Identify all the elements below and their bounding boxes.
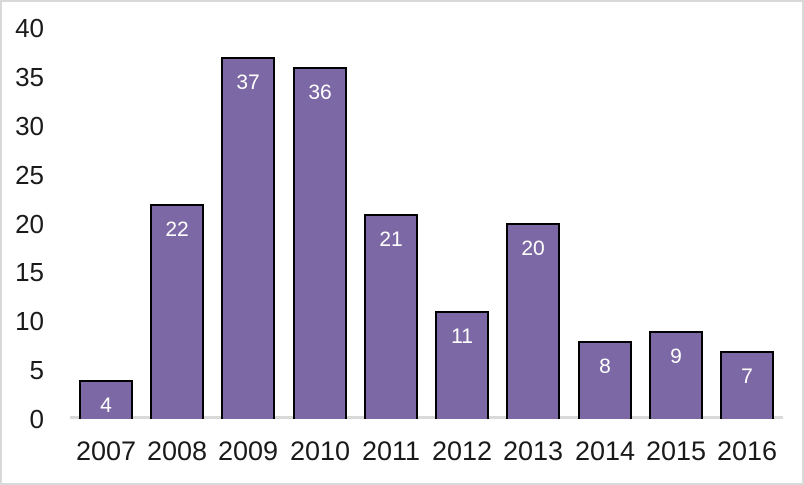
x-tick-label-2009: 2009 [217,436,279,466]
bar-data-label: 8 [599,355,611,378]
y-tick-label: 15 [15,257,44,288]
bar-2013: 20 [506,223,560,419]
y-tick-label: 5 [29,355,44,386]
x-tick-label-2013: 2013 [502,436,564,466]
y-tick-label: 10 [15,306,44,337]
x-tick-label-2014: 2014 [574,436,636,466]
y-tick-label: 30 [15,110,44,141]
bar-data-label: 9 [670,345,682,368]
bar-2007: 4 [79,380,133,419]
bar-2008: 22 [150,204,204,419]
y-tick-label: 35 [15,61,44,92]
y-tick-label: 20 [15,208,44,239]
y-tick-label: 0 [29,404,44,434]
bar-data-label: 36 [308,81,332,104]
x-tick-label-2007: 2007 [75,436,137,466]
bar-data-label: 37 [236,71,260,94]
y-tick-label: 40 [15,13,44,43]
bar-2011: 21 [364,214,418,419]
bar-2009: 37 [221,57,275,419]
x-tick-label-2015: 2015 [645,436,707,466]
bar-2010: 36 [293,67,347,419]
bar-2015: 9 [649,331,703,419]
y-tick-label: 25 [15,159,44,190]
bar-2014: 8 [578,341,632,419]
bar-data-label: 22 [165,218,189,241]
x-tick-label-2016: 2016 [716,436,778,466]
bar-2016: 7 [720,351,774,419]
bar-data-label: 4 [100,394,112,417]
x-axis-line [70,416,783,419]
x-tick-label-2010: 2010 [289,436,351,466]
bar-2012: 11 [435,311,489,419]
x-tick-label-2011: 2011 [361,436,421,466]
bar-data-label: 7 [741,365,753,388]
bar-data-label: 21 [379,228,403,251]
x-tick-label-2012: 2012 [431,436,493,466]
bar-data-label: 11 [451,325,473,348]
x-tick-label-2008: 2008 [146,436,208,466]
bar-data-label: 20 [521,237,545,260]
